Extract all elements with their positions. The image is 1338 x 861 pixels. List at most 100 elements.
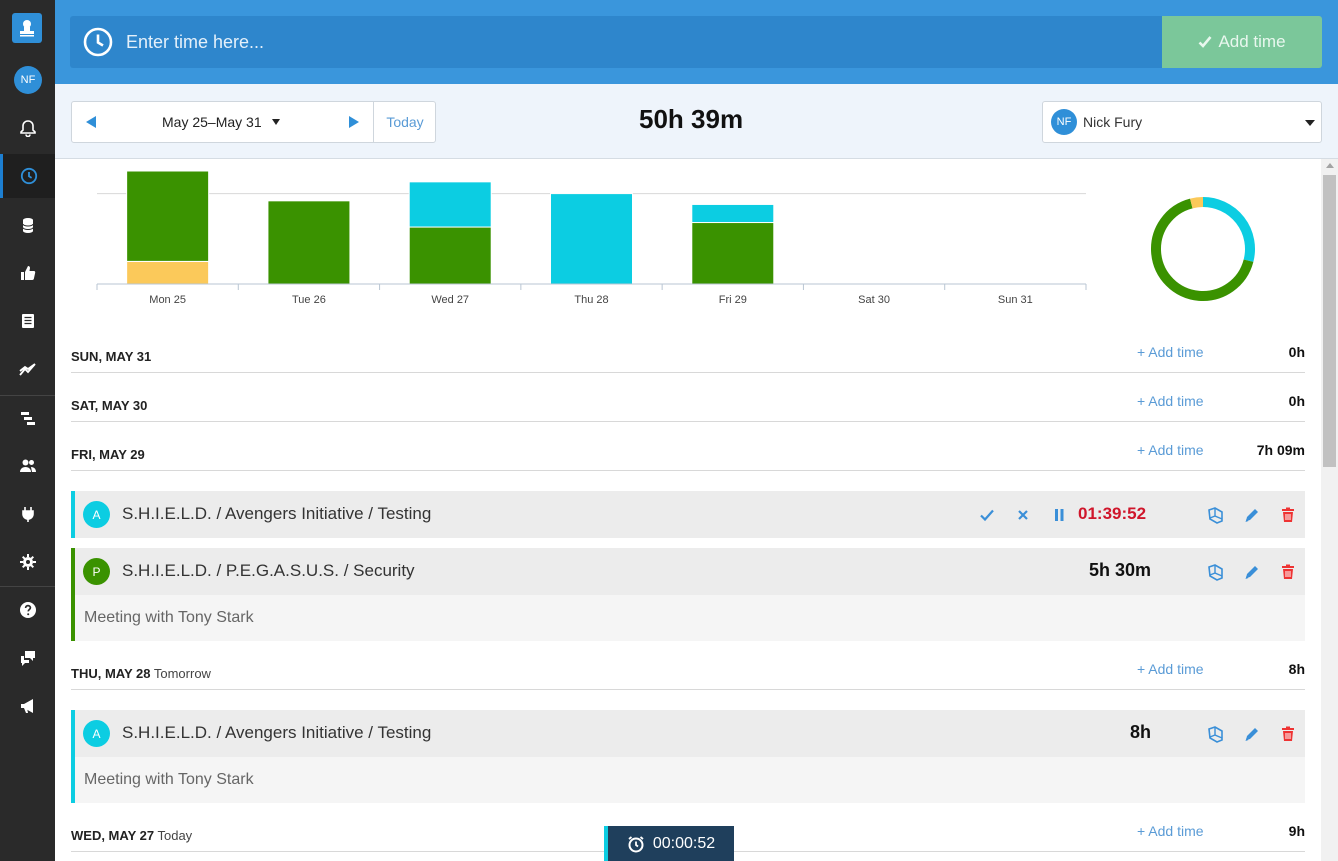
chart-bar	[267, 200, 351, 285]
time-entry[interactable]: P S.H.I.E.L.D. / P.E.G.A.S.U.S. / Securi…	[71, 548, 1305, 641]
donut-slice	[1202, 197, 1255, 262]
duplicate-icon[interactable]	[1206, 562, 1226, 582]
entry-note[interactable]: Meeting with Tony Stark	[84, 771, 254, 788]
clock-icon	[20, 167, 38, 185]
gear-icon	[19, 554, 36, 570]
add-time-link[interactable]: + Add time	[1137, 393, 1204, 409]
checkmark-icon	[1199, 36, 1212, 48]
delete-icon[interactable]	[1278, 562, 1298, 582]
entry-title[interactable]: S.H.I.E.L.D. / Avengers Initiative / Tes…	[122, 504, 432, 523]
sidebar-item-approvals[interactable]	[0, 251, 55, 295]
day-total: 0h	[1288, 393, 1305, 409]
add-time-link[interactable]: + Add time	[1137, 823, 1204, 839]
entry-note[interactable]: Meeting with Tony Stark	[84, 609, 254, 626]
sidebar-item-timesheet[interactable]	[0, 154, 55, 198]
day-header-sat: SAT, MAY 30 + Add time 0h	[71, 373, 1305, 422]
chart-tick-label: Mon 25	[149, 294, 186, 306]
entry-title[interactable]: S.H.I.E.L.D. / Avengers Initiative / Tes…	[122, 723, 432, 742]
confirm-icon[interactable]	[977, 505, 997, 525]
time-entry-input[interactable]	[126, 16, 1146, 68]
project-badge: A	[83, 720, 110, 747]
chart-bar	[691, 203, 775, 224]
edit-icon[interactable]	[1242, 724, 1262, 744]
weekly-bar-chart: Mon 25 Tue 26 Wed 27 Thu 28 Fri 29 Sat 30 Sun …	[96, 170, 1087, 306]
avatar: NF	[1051, 109, 1077, 135]
chart-bar	[126, 170, 210, 262]
sidebar-item-notifications[interactable]	[0, 106, 55, 150]
date-range-picker: May 25–May 31 Today	[71, 101, 436, 143]
day-total: 8h	[1288, 661, 1305, 677]
sidebar-item-invoices[interactable]	[0, 299, 55, 343]
entry-row: A S.H.I.E.L.D. / Avengers Initiative / T…	[75, 491, 1305, 538]
today-button[interactable]: Today	[373, 102, 436, 142]
bell-icon	[19, 120, 36, 137]
running-timer: 01:39:52	[1078, 504, 1147, 523]
chat-icon	[20, 651, 35, 666]
previous-week-icon[interactable]	[84, 114, 98, 130]
edit-icon[interactable]	[1242, 562, 1262, 582]
database-icon	[22, 218, 33, 233]
dropdown-caret-icon	[1305, 120, 1315, 126]
user-select[interactable]: NF Nick Fury	[1042, 101, 1322, 143]
duplicate-icon[interactable]	[1206, 724, 1226, 744]
scroll-thumb[interactable]	[1323, 175, 1336, 467]
document-icon	[21, 314, 34, 328]
floating-timer-value: 00:00:52	[652, 834, 716, 852]
entry-duration[interactable]: 5h 30m	[1088, 560, 1151, 580]
entry-title[interactable]: S.H.I.E.L.D. / P.E.G.A.S.U.S. / Security	[122, 561, 415, 580]
sidebar-item-help[interactable]	[0, 588, 55, 632]
sidebar-item-team[interactable]	[0, 444, 55, 488]
time-entry-running[interactable]: A S.H.I.E.L.D. / Avengers Initiative / T…	[71, 491, 1305, 538]
time-entry-field[interactable]	[70, 16, 1162, 68]
project-donut-chart	[1151, 197, 1255, 301]
next-week-icon[interactable]	[347, 114, 361, 130]
scrollbar[interactable]	[1321, 159, 1338, 861]
app-logo[interactable]	[12, 13, 42, 43]
add-time-label: Add time	[1218, 32, 1286, 51]
donut-slice	[1190, 197, 1204, 209]
date-range-label[interactable]: May 25–May 31	[162, 114, 262, 130]
day-total: 9h	[1288, 823, 1305, 839]
sidebar-item-announcements[interactable]	[0, 684, 55, 728]
day-label: SAT, MAY 30	[71, 398, 148, 413]
add-time-link[interactable]: + Add time	[1137, 442, 1204, 458]
chart-bar	[550, 193, 633, 285]
delete-icon[interactable]	[1278, 505, 1298, 525]
avatar[interactable]: NF	[14, 66, 42, 94]
add-time-link[interactable]: + Add time	[1137, 344, 1204, 360]
gantt-icon	[20, 412, 35, 425]
time-entry[interactable]: A S.H.I.E.L.D. / Avengers Initiative / T…	[71, 710, 1305, 803]
floating-timer[interactable]: 00:00:52	[604, 826, 734, 861]
stopwatch-icon	[628, 835, 644, 852]
question-icon	[19, 602, 36, 618]
sidebar-item-schedule[interactable]	[0, 396, 55, 440]
donut-slice	[1151, 198, 1254, 301]
project-badge: A	[83, 501, 110, 528]
edit-icon[interactable]	[1242, 505, 1262, 525]
day-header-fri: FRI, MAY 29 + Add time 7h 09m	[71, 422, 1305, 471]
scroll-up-arrow-icon[interactable]	[1326, 163, 1334, 168]
timesheet-content: Mon 25 Tue 26 Wed 27 Thu 28 Fri 29 Sat 30 Sun …	[55, 159, 1321, 861]
chart-tick-label: Thu 28	[574, 294, 608, 306]
pause-icon[interactable]	[1049, 505, 1069, 525]
sidebar-item-projects[interactable]	[0, 203, 55, 247]
stamp-icon	[20, 20, 34, 37]
date-toolbar: May 25–May 31 Today 50h 39m NF Nick Fury	[55, 84, 1338, 159]
add-time-link[interactable]: + Add time	[1137, 661, 1204, 677]
date-range-caret-icon[interactable]	[272, 119, 280, 125]
duplicate-icon[interactable]	[1206, 505, 1226, 525]
entry-row: A S.H.I.E.L.D. / Avengers Initiative / T…	[75, 710, 1305, 757]
entry-duration[interactable]: 8h	[1129, 722, 1151, 742]
sidebar-item-feedback[interactable]	[0, 636, 55, 680]
day-total: 7h 09m	[1256, 442, 1305, 458]
day-header-sun: SUN, MAY 31 + Add time 0h	[71, 324, 1305, 373]
sidebar-item-integrations[interactable]	[0, 492, 55, 536]
sidebar-item-settings[interactable]	[0, 540, 55, 584]
add-time-button[interactable]: Add time	[1162, 16, 1322, 68]
total-hours: 50h 39m	[639, 104, 744, 134]
discard-icon[interactable]	[1013, 505, 1033, 525]
sidebar-item-reports[interactable]	[0, 347, 55, 391]
delete-icon[interactable]	[1278, 724, 1298, 744]
day-label: SUN, MAY 31	[71, 349, 152, 364]
time-entry-bar: Add time	[55, 0, 1338, 84]
